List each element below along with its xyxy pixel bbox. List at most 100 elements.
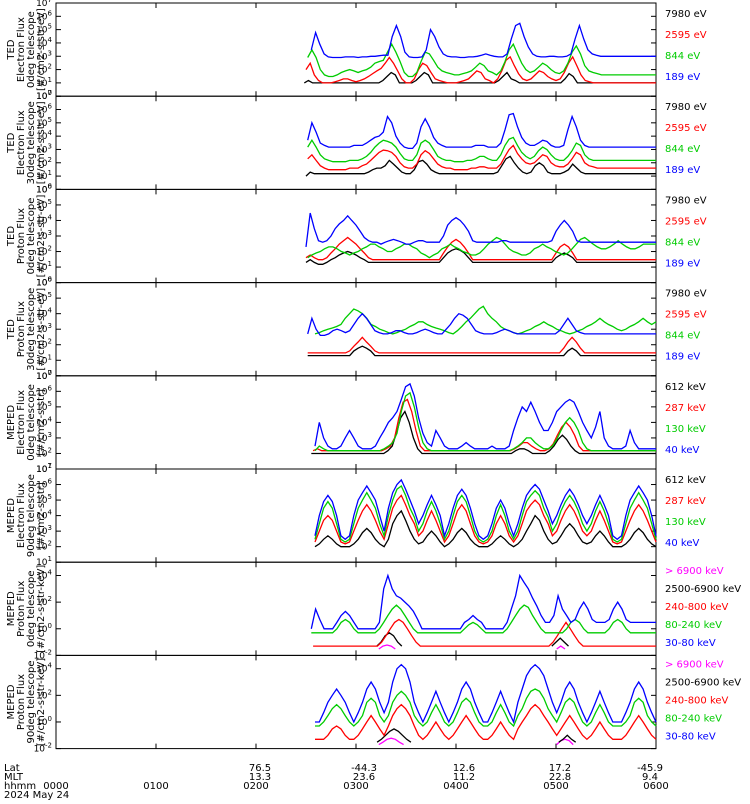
y-tick-label: 107 — [36, 0, 52, 9]
series-3-line — [307, 42, 656, 78]
y-tick-label: 104 — [36, 36, 52, 49]
series-3-line — [307, 236, 656, 259]
y-tick-label: 10-2 — [34, 648, 52, 661]
legend-energy-label: 7980 eV — [665, 289, 707, 300]
x-time-label: 0600 — [643, 781, 668, 792]
y-tick-label: 100 — [36, 182, 52, 195]
y-tick-label: 103 — [36, 524, 52, 537]
y-tick-label: 101 — [36, 169, 52, 182]
series-1-line — [314, 509, 657, 548]
y-tick-label: 102 — [36, 688, 52, 701]
series-1-line — [378, 737, 574, 746]
series-1-line — [305, 155, 656, 177]
series-4-line — [314, 382, 656, 450]
series-1-line — [305, 248, 656, 265]
y-tick-label: 104 — [36, 662, 52, 675]
y-tick-label: 106 — [36, 384, 52, 397]
y-tick-label: 105 — [36, 198, 52, 211]
legend-energy-label: 2595 eV — [665, 123, 707, 134]
y-tick-label: 105 — [36, 493, 52, 506]
legend-energy-label: 189 eV — [665, 72, 700, 83]
x-time-label: 0000 — [43, 781, 68, 792]
series-3-line — [314, 391, 656, 452]
legend-energy-label: 40 keV — [665, 538, 699, 549]
legend-energy-label: 240-800 keV — [665, 602, 729, 613]
series-5-line — [310, 573, 656, 630]
panel-8: 10-2 100 102 104 > 6900 keV 2500-6900 keV 240-… — [6, 654, 741, 755]
x-time-label: 0100 — [143, 781, 168, 792]
y-tick-label: 100 — [36, 369, 52, 382]
y-tick-label: 103 — [36, 49, 52, 62]
y-axis-label: MEPEDElectron Flux90deg telescope[#/cm2-… — [6, 474, 47, 557]
legend-energy-label: > 6900 keV — [665, 566, 724, 577]
y-tick-label: 104 — [36, 415, 52, 428]
series-4-line — [307, 112, 656, 150]
y-tick-label: 106 — [36, 103, 52, 116]
series-5-line — [315, 663, 657, 725]
y-axis-label: TEDElectron Flux30deg telescope[#/cm2-s-… — [6, 101, 47, 184]
legend-energy-label: 189 eV — [665, 352, 700, 363]
y-tick-label: 103 — [36, 142, 52, 155]
panel-4: 100 101 102 103 104 105 106 7980 eV 2595 eV 844 e… — [6, 276, 707, 382]
legend-energy-label: 7980 eV — [665, 195, 707, 206]
series-2-line — [307, 144, 656, 171]
y-axis-label: MEPEDProton Flux90deg telescope[#/cm2-s-… — [6, 658, 47, 746]
series-4-line — [314, 478, 657, 541]
series-1-line — [307, 345, 656, 357]
y-tick-label: 101 — [36, 353, 52, 366]
y-tick-label: 103 — [36, 431, 52, 444]
x-time-label: 0500 — [543, 781, 568, 792]
y-tick-label: 100 — [36, 276, 52, 289]
y-axis-label: MEPEDProton Flux0deg telescope[#/cm2-s-s… — [6, 565, 47, 653]
panel-5: 101 102 103 104 105 106 107 612 keV 287 keV 130 k… — [6, 369, 706, 475]
legend-energy-label: 40 keV — [665, 445, 699, 456]
legend-energy-label: 7980 eV — [665, 102, 707, 113]
legend-energy-label: 30-80 keV — [665, 731, 716, 742]
y-tick-label: 106 — [36, 182, 52, 195]
y-tick-label: 100 — [36, 89, 52, 102]
lat-value: -44.3 — [351, 763, 377, 774]
panel-frame — [55, 95, 657, 190]
y-tick-label: 104 — [36, 569, 52, 582]
legend-energy-label: 240-800 keV — [665, 695, 729, 706]
y-tick-label: 103 — [36, 229, 52, 242]
lat-value: 17.2 — [549, 763, 571, 774]
y-tick-label: 103 — [36, 322, 52, 335]
panel-frame — [55, 561, 657, 656]
mlt-value: 23.6 — [353, 772, 375, 783]
mlt-value: 22.8 — [549, 772, 571, 783]
y-tick-label: 106 — [36, 9, 52, 22]
series-3-line — [314, 305, 657, 335]
x-time-label: 0400 — [443, 781, 468, 792]
y-tick-label: 101 — [36, 555, 52, 568]
x-time-label: 0200 — [243, 781, 268, 792]
y-tick-label: 10-2 — [34, 742, 52, 755]
panel-6: 101 102 103 104 105 106 107 612 keV 287 keV 130 k… — [6, 462, 706, 568]
series-4-line — [315, 688, 657, 728]
y-axis-label: TEDProton Flux0deg telescope[#/cm2-s-str… — [6, 195, 47, 278]
y-tick-label: 107 — [36, 89, 52, 102]
y-tick-label: 100 — [36, 715, 52, 728]
legend-energy-label: 844 eV — [665, 51, 700, 62]
y-axis-label: TEDElectron Flux0deg telescope[#/cm2-s-s… — [6, 8, 47, 91]
lat-row-label: Lat — [4, 763, 20, 774]
legend-energy-label: 130 keV — [665, 424, 706, 435]
y-tick-label: 101 — [36, 462, 52, 475]
legend-energy-label: 80-240 keV — [665, 620, 722, 631]
panel-3: 100 101 102 103 104 105 106 7980 eV 2595 eV 844 e… — [6, 182, 707, 288]
y-tick-label: 104 — [36, 307, 52, 320]
legend-energy-label: 80-240 keV — [665, 713, 722, 724]
y-tick-label: 105 — [36, 400, 52, 413]
series-2-line — [376, 632, 569, 647]
series-4-line — [307, 312, 656, 337]
y-tick-label: 106 — [36, 276, 52, 289]
y-tick-label: 102 — [36, 595, 52, 608]
y-tick-label: 104 — [36, 129, 52, 142]
mlt-value: 13.3 — [249, 772, 271, 783]
legend-energy-label: 844 eV — [665, 144, 700, 155]
panel-frame — [55, 188, 657, 284]
lat-value: 76.5 — [249, 763, 271, 774]
